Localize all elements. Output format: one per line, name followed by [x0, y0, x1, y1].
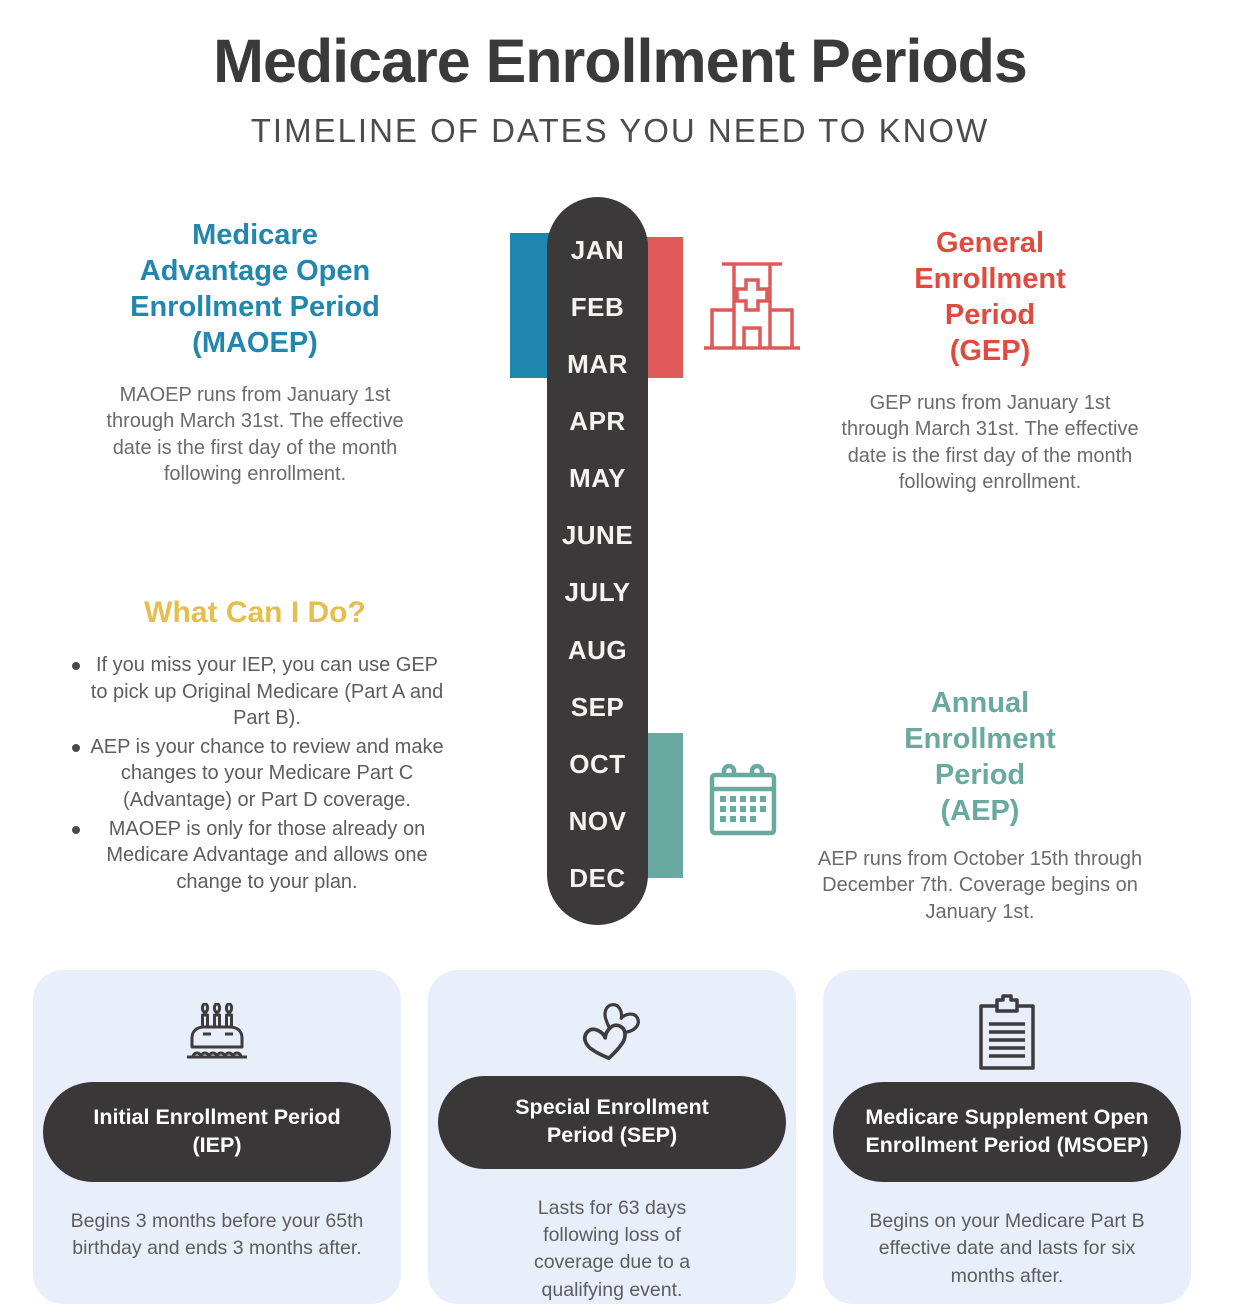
- aep-heading: Annual Enrollment Period (AEP): [805, 686, 1155, 830]
- maoep-description: MAOEP runs from January 1st through Marc…: [106, 383, 404, 485]
- list-item: AEP is your chance to review and make ch…: [50, 734, 460, 814]
- clipboard-icon: [971, 986, 1043, 1082]
- msoep-card: Medicare Supplement Open Enrollment Peri…: [823, 970, 1191, 1304]
- what-can-i-do-list: If you miss your IEP, you can use GEP to…: [50, 652, 460, 895]
- month-label: SEP: [570, 691, 625, 722]
- iep-card: Initial Enrollment Period (IEP) Begins 3…: [33, 970, 401, 1304]
- sep-pill: Special Enrollment Period (SEP): [438, 1075, 786, 1169]
- aep-section: Annual Enrollment Period (AEP) AEP runs …: [805, 686, 1155, 925]
- msoep-pill-line: Medicare Supplement Open: [865, 1105, 1149, 1130]
- maoep-heading-line: Enrollment Period: [130, 290, 380, 323]
- what-can-i-do-heading: What Can I Do?: [144, 596, 366, 629]
- iep-pill: Initial Enrollment Period (IEP): [43, 1082, 391, 1182]
- aep-heading-line: Enrollment: [904, 722, 1056, 755]
- page-title: Medicare Enrollment Periods: [213, 27, 1028, 95]
- gep-heading-line: Enrollment: [914, 262, 1066, 295]
- list-item: MAOEP is only for those already on Medic…: [50, 816, 460, 896]
- gep-heading-line: Period: [944, 298, 1036, 331]
- month-timeline: JAN FEB MAR APR MAY JUNE JULY AUG SEP OC…: [547, 197, 648, 925]
- page-subtitle: TIMELINE OF DATES YOU NEED TO KNOW: [250, 112, 990, 149]
- sep-card: Special Enrollment Period (SEP) Lasts fo…: [428, 970, 796, 1304]
- aep-description: AEP runs from October 15th through Decem…: [817, 847, 1143, 923]
- iep-pill-line: (IEP): [192, 1133, 242, 1157]
- calendar-icon: [708, 763, 778, 844]
- month-label: FEB: [570, 292, 625, 323]
- aep-heading-line: (AEP): [940, 794, 1020, 827]
- sep-description: Lasts for 63 days following loss of cove…: [533, 1196, 691, 1301]
- month-label: JUNE: [561, 520, 634, 551]
- maoep-section: Medicare Advantage Open Enrollment Perio…: [80, 218, 430, 487]
- sep-pill-line: Special Enrollment: [515, 1095, 709, 1120]
- what-can-i-do-section: What Can I Do? If you miss your IEP, you…: [50, 596, 460, 897]
- maoep-heading-line: Advantage Open: [139, 254, 371, 287]
- iep-pill-line: Initial Enrollment Period: [93, 1105, 341, 1130]
- maoep-heading: Medicare Advantage Open Enrollment Perio…: [80, 218, 430, 362]
- month-label: JULY: [564, 577, 631, 608]
- hospital-icon: [700, 258, 804, 359]
- month-label: MAY: [569, 463, 626, 494]
- msoep-pill: Medicare Supplement Open Enrollment Peri…: [833, 1082, 1181, 1182]
- iep-description: Begins 3 months before your 65th birthda…: [70, 1210, 364, 1260]
- msoep-description: Begins on your Medicare Part B effective…: [869, 1210, 1145, 1287]
- month-label: JAN: [570, 235, 625, 265]
- maoep-heading-line: (MAOEP): [192, 326, 318, 359]
- gep-heading-line: (GEP): [949, 334, 1031, 367]
- aep-heading-line: Period: [934, 758, 1026, 791]
- month-label: MAR: [567, 349, 628, 380]
- birthday-cake-icon: [177, 986, 257, 1082]
- msoep-pill-line: Enrollment Period (MSOEP): [865, 1133, 1149, 1157]
- gep-heading-line: General: [936, 227, 1044, 259]
- gep-description: GEP runs from January 1st through March …: [841, 391, 1139, 493]
- enrollment-cards-row: Initial Enrollment Period (IEP) Begins 3…: [33, 970, 1207, 1304]
- aep-heading-line: Annual: [930, 687, 1030, 719]
- hearts-icon: [566, 986, 658, 1076]
- month-label: AUG: [567, 634, 628, 665]
- month-label: APR: [569, 406, 626, 437]
- month-label: NOV: [568, 805, 627, 836]
- gep-section: General Enrollment Period (GEP) GEP runs…: [840, 226, 1140, 495]
- month-label: OCT: [569, 748, 626, 779]
- sep-pill-line: Period (SEP): [546, 1123, 678, 1148]
- list-item: If you miss your IEP, you can use GEP to…: [50, 652, 460, 732]
- maoep-heading-line: Medicare: [192, 219, 318, 251]
- gep-heading: General Enrollment Period (GEP): [840, 226, 1140, 370]
- month-label: DEC: [569, 862, 626, 893]
